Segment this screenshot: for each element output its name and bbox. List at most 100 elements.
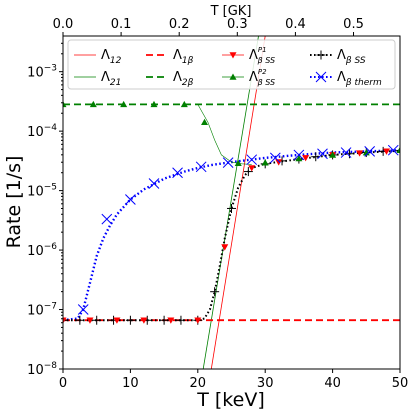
btherm_markers-point-13-b bbox=[387, 144, 399, 156]
btherm_markers-point-7 bbox=[246, 154, 258, 166]
btherm_markers-point-5 bbox=[195, 161, 207, 173]
y-axis-title: Rate [1/s] bbox=[3, 156, 25, 249]
btherm_markers-point-10-b bbox=[317, 148, 328, 160]
btherm_markers-point-9 bbox=[293, 149, 305, 161]
legend-marker-p1 bbox=[229, 52, 237, 59]
x-tick-label-5: 50 bbox=[392, 376, 409, 391]
legend: Λ12 Λ1β ΛP1 β SS Λβ SS Λ21 Λ2β ΛP2 β SS Λβ therm bbox=[67, 39, 396, 90]
series-line-bss bbox=[63, 149, 400, 322]
left-y-axis: 10−8 10−7 10−6 10−5 10−4 10−3 bbox=[27, 42, 63, 378]
bss_markers-point-17 bbox=[344, 149, 354, 159]
p1_markers-point-11 bbox=[356, 150, 364, 157]
p1_markers-point-6 bbox=[221, 244, 229, 251]
btherm_markers-point-11 bbox=[340, 147, 352, 158]
legend-marker-bss bbox=[316, 50, 326, 60]
x-tick-label-1: 10 bbox=[122, 376, 139, 391]
p1_markers-point-0 bbox=[63, 317, 67, 324]
p2_markers-point-3 bbox=[150, 100, 158, 108]
p2_markers-point-8 bbox=[295, 154, 303, 162]
bss_markers-point-2 bbox=[92, 315, 102, 325]
p2_markers-point-0 bbox=[63, 100, 67, 108]
bottom-x-axis: 0 10 20 30 40 50 bbox=[59, 369, 408, 391]
p1_markers-point-2 bbox=[113, 317, 121, 324]
top-x-tick-label-4: 0.4 bbox=[285, 17, 306, 32]
btherm_markers-point-12-b bbox=[364, 146, 376, 157]
btherm_markers-point-3-b bbox=[148, 178, 160, 189]
btherm_markers-point-4 bbox=[172, 167, 183, 179]
bss_markers-point-7 bbox=[176, 315, 186, 325]
bss_markers-point-1 bbox=[75, 315, 85, 325]
bss_markers-point-0 bbox=[63, 315, 68, 325]
legend-label-btherm: Λβ therm bbox=[337, 70, 382, 88]
p1_markers-point-5 bbox=[194, 317, 202, 324]
x-tick-label-0: 0 bbox=[59, 376, 67, 391]
bss_markers-point-4 bbox=[125, 315, 135, 325]
legend-marker-p2 bbox=[229, 73, 237, 80]
legend-entry-p2: ΛP2 β SS bbox=[222, 68, 275, 87]
legend-entry-btherm: Λβ therm bbox=[310, 70, 382, 88]
legend-entry-l21: Λ21 bbox=[74, 70, 121, 88]
top-x-tick-label-5: 0.5 bbox=[343, 17, 364, 32]
p2_markers-point-10 bbox=[362, 149, 370, 156]
btherm_markers-point-1 bbox=[101, 213, 113, 225]
p2_markers-point-2 bbox=[120, 100, 128, 108]
btherm_markers-point-10 bbox=[317, 148, 328, 160]
p2_markers-point-1 bbox=[89, 100, 97, 108]
legend-entry-p1: ΛP1 β SS bbox=[222, 46, 275, 65]
btherm_markers-point-7-b bbox=[246, 154, 258, 166]
series-line-l12 bbox=[210, 36, 266, 369]
p2_markers-point-5 bbox=[201, 118, 209, 126]
legend-label-l12: Λ12 bbox=[101, 48, 122, 66]
legend-marker-btherm-b bbox=[315, 71, 327, 83]
marker-layer bbox=[63, 100, 400, 325]
y-tick-label-0: 10−8 bbox=[27, 361, 57, 378]
btherm_markers-point-11-b bbox=[340, 147, 352, 158]
top-x-tick-label-1: 0.1 bbox=[111, 17, 132, 32]
y-tick-label-4: 10−4 bbox=[27, 123, 57, 140]
legend-entry-bss: Λβ SS bbox=[310, 48, 366, 66]
x-tick-label-2: 20 bbox=[190, 376, 207, 391]
top-x-axis-title: T [GK] bbox=[210, 4, 252, 19]
bss_markers-point-20 bbox=[395, 146, 400, 156]
legend-label-p2: ΛP2 β SS bbox=[249, 68, 275, 87]
legend-label-l21: Λ21 bbox=[101, 70, 121, 88]
btherm_markers-point-6 bbox=[222, 157, 234, 169]
y-tick-label-1: 10−7 bbox=[27, 302, 57, 319]
btherm_markers-point-2 bbox=[125, 194, 136, 205]
legend-label-p1: ΛP1 β SS bbox=[249, 46, 275, 65]
btherm_markers-point-6-b bbox=[222, 157, 234, 169]
p1_markers-point-1 bbox=[86, 317, 94, 324]
legend-entry-l12: Λ12 bbox=[74, 48, 122, 66]
plot-frame bbox=[62, 35, 401, 370]
btherm_markers-point-0 bbox=[77, 304, 89, 315]
series-line-btherm bbox=[63, 149, 400, 322]
bss_markers-point-9 bbox=[210, 287, 220, 297]
series-layer bbox=[63, 36, 400, 369]
btherm_markers-point-9-b bbox=[293, 149, 305, 161]
y-tick-label-3: 10−5 bbox=[27, 183, 57, 200]
bss_markers-point-6 bbox=[159, 315, 169, 325]
x-tick-label-3: 30 bbox=[257, 376, 274, 391]
btherm_markers-point-13 bbox=[387, 144, 399, 156]
p2_markers-point-6 bbox=[234, 159, 242, 167]
btherm_markers-point-8 bbox=[269, 152, 281, 164]
y-tick-label-5: 10−3 bbox=[27, 64, 57, 81]
btherm_markers-point-1-b bbox=[101, 213, 113, 225]
p1_markers-point-12 bbox=[383, 148, 391, 155]
btherm_markers-point-3 bbox=[148, 178, 160, 189]
p1_markers-point-4 bbox=[167, 317, 175, 324]
p2_markers-point-11 bbox=[396, 146, 400, 153]
btherm_markers-point-12 bbox=[364, 146, 376, 157]
top-x-axis: 0.0 0.1 0.2 0.3 0.4 0.5 bbox=[53, 17, 364, 36]
top-x-tick-label-3: 0.3 bbox=[227, 17, 248, 32]
y-tick-label-2: 10−6 bbox=[27, 242, 57, 259]
x-axis-title: T [keV] bbox=[196, 389, 264, 411]
btherm_markers-point-5-b bbox=[195, 161, 207, 173]
p1_markers-point-9 bbox=[302, 155, 310, 162]
legend-label-l2b: Λ2β bbox=[173, 70, 194, 88]
series-line-l21 bbox=[202, 36, 259, 369]
bss_markers-point-11 bbox=[243, 167, 253, 177]
legend-entry-l2b: Λ2β bbox=[146, 70, 194, 88]
bss_markers-point-10 bbox=[227, 203, 236, 213]
